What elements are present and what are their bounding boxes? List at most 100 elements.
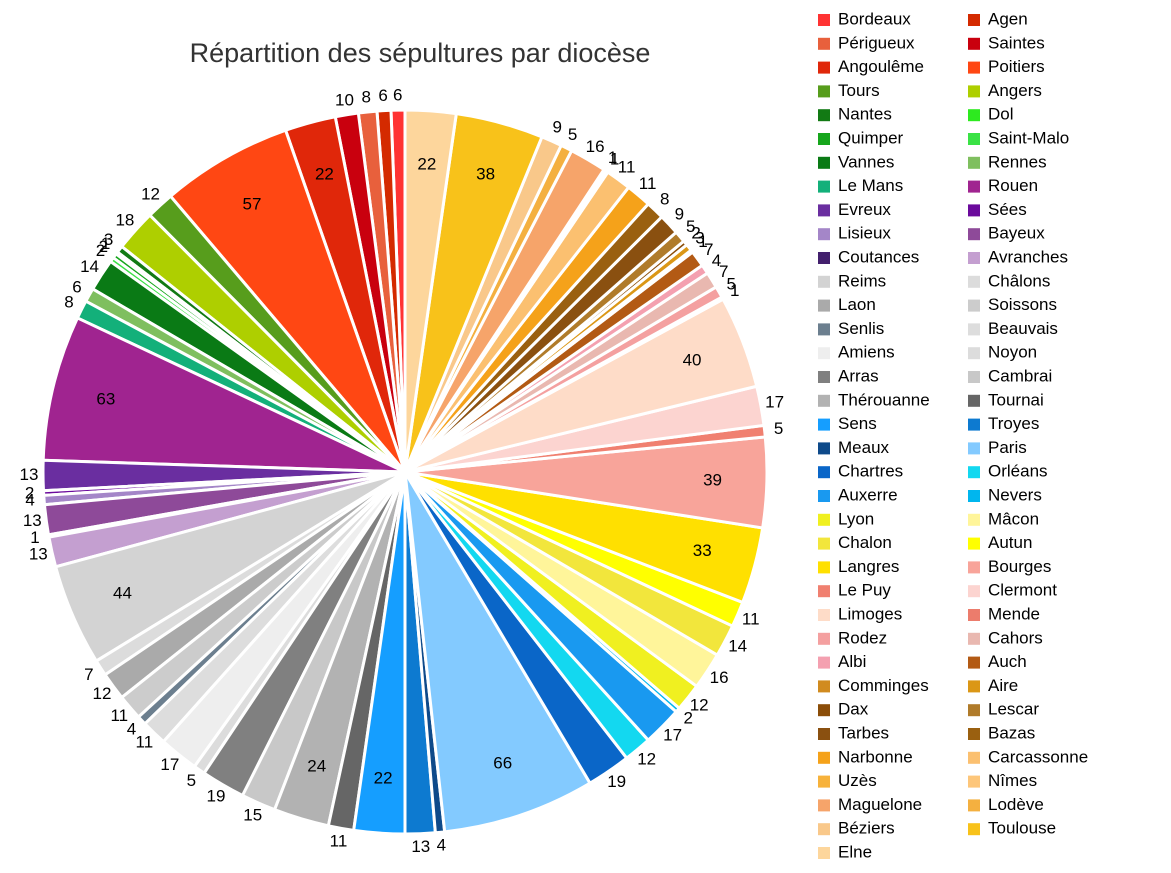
legend-swatch xyxy=(968,728,980,740)
data-label: 2 xyxy=(96,241,105,260)
legend-swatch xyxy=(818,156,830,169)
legend-label: Sens xyxy=(838,414,877,433)
legend-swatch xyxy=(818,14,830,26)
data-label: 44 xyxy=(113,583,132,602)
data-label: 33 xyxy=(693,541,712,560)
legend-label: Cahors xyxy=(988,628,1043,647)
legend-swatch xyxy=(968,347,980,360)
legend-label: Saint-Malo xyxy=(988,128,1069,147)
legend-swatch xyxy=(968,252,980,264)
legend-swatch xyxy=(818,204,830,217)
legend-swatch xyxy=(818,513,830,526)
pie-slice xyxy=(168,128,407,473)
legend-label: Dax xyxy=(838,700,869,719)
data-label: 9 xyxy=(553,118,562,137)
legend-swatch xyxy=(968,37,980,50)
legend-swatch xyxy=(818,323,830,336)
legend-label: Reims xyxy=(838,271,886,290)
legend-swatch xyxy=(968,561,980,574)
data-label: 12 xyxy=(141,185,160,204)
legend-label: Langres xyxy=(838,557,899,576)
legend-swatch xyxy=(818,847,830,859)
data-label: 12 xyxy=(690,696,709,715)
pie-slice xyxy=(403,108,459,473)
legend-label: Angers xyxy=(988,81,1042,100)
legend-swatch xyxy=(818,299,830,312)
legend-label: Lyon xyxy=(838,509,874,528)
legend-label: Le Mans xyxy=(838,176,903,195)
data-label: 5 xyxy=(726,275,735,294)
data-label: 2 xyxy=(691,224,700,243)
data-label: 40 xyxy=(683,351,702,370)
legend-label: Evreux xyxy=(838,200,891,219)
legend-label: Elne xyxy=(838,842,872,861)
legend-label: Agen xyxy=(988,9,1028,28)
data-label: 12 xyxy=(637,750,656,769)
data-label: 4 xyxy=(127,720,136,739)
data-label: 8 xyxy=(64,293,73,312)
legend-swatch xyxy=(818,490,830,502)
data-label: 14 xyxy=(728,637,747,656)
legend-swatch xyxy=(818,656,830,669)
data-label: 10 xyxy=(335,90,354,109)
legend-swatch xyxy=(968,109,980,122)
legend-label: Clermont xyxy=(988,581,1057,600)
legend-label: Nantes xyxy=(838,105,892,124)
pie-slice xyxy=(41,315,406,474)
legend-swatch xyxy=(968,537,980,550)
legend-swatch xyxy=(818,109,830,122)
legend-label: Lisieux xyxy=(838,224,891,243)
data-label: 57 xyxy=(243,195,262,214)
data-label: 6 xyxy=(72,278,81,297)
legend-swatch xyxy=(818,442,830,455)
legend-swatch xyxy=(968,680,980,693)
legend-label: Auxerre xyxy=(838,485,898,504)
data-label: 16 xyxy=(710,668,729,687)
data-label: 19 xyxy=(607,772,626,791)
legend-label: Limoges xyxy=(838,604,902,623)
data-label: 1 xyxy=(698,232,707,251)
legend-label: Laon xyxy=(838,295,876,314)
legend-swatch xyxy=(818,85,830,98)
legend-swatch xyxy=(818,466,830,479)
legend-label: Chalon xyxy=(838,533,892,552)
legend-swatch xyxy=(818,418,830,431)
legend-label: Tarbes xyxy=(838,723,889,742)
data-label: 2 xyxy=(25,483,34,502)
legend-swatch xyxy=(968,61,980,74)
data-label: 2 xyxy=(684,709,693,728)
legend-swatch xyxy=(818,252,830,264)
legend-label: Bayeux xyxy=(988,224,1045,243)
data-label: 13 xyxy=(29,545,48,564)
legend-label: Nevers xyxy=(988,485,1042,504)
data-label: 7 xyxy=(704,240,713,259)
chart-title: Répartition des sépultures par diocèse xyxy=(190,38,651,68)
legend-label: Toulouse xyxy=(988,819,1056,838)
legend-label: Tours xyxy=(838,81,880,100)
data-label: 19 xyxy=(206,787,225,806)
data-label: 12 xyxy=(92,684,111,703)
legend-label: Lodève xyxy=(988,795,1044,814)
legend-label: Bordeaux xyxy=(838,9,911,28)
legend-label: Périgueux xyxy=(838,33,915,52)
data-label: 9 xyxy=(675,204,684,223)
data-label: 14 xyxy=(80,257,99,276)
legend-swatch xyxy=(968,394,980,407)
legend-swatch xyxy=(818,680,830,693)
legend-label: Béziers xyxy=(838,819,895,838)
legend-swatch xyxy=(968,609,980,621)
legend-label: Coutances xyxy=(838,247,919,266)
legend-swatch xyxy=(968,656,980,669)
legend-label: Maguelone xyxy=(838,795,922,814)
legend-label: Avranches xyxy=(988,247,1068,266)
data-label: 8 xyxy=(660,190,669,209)
data-label: 11 xyxy=(742,609,760,628)
legend-swatch xyxy=(818,609,830,621)
legend-label: Arras xyxy=(838,366,879,385)
legend-label: Beauvais xyxy=(988,319,1058,338)
data-label: 11 xyxy=(639,174,657,193)
legend-label: Chartres xyxy=(838,462,903,481)
legend-swatch xyxy=(968,799,980,812)
legend-swatch xyxy=(818,180,830,193)
legend-label: Comminges xyxy=(838,676,929,695)
